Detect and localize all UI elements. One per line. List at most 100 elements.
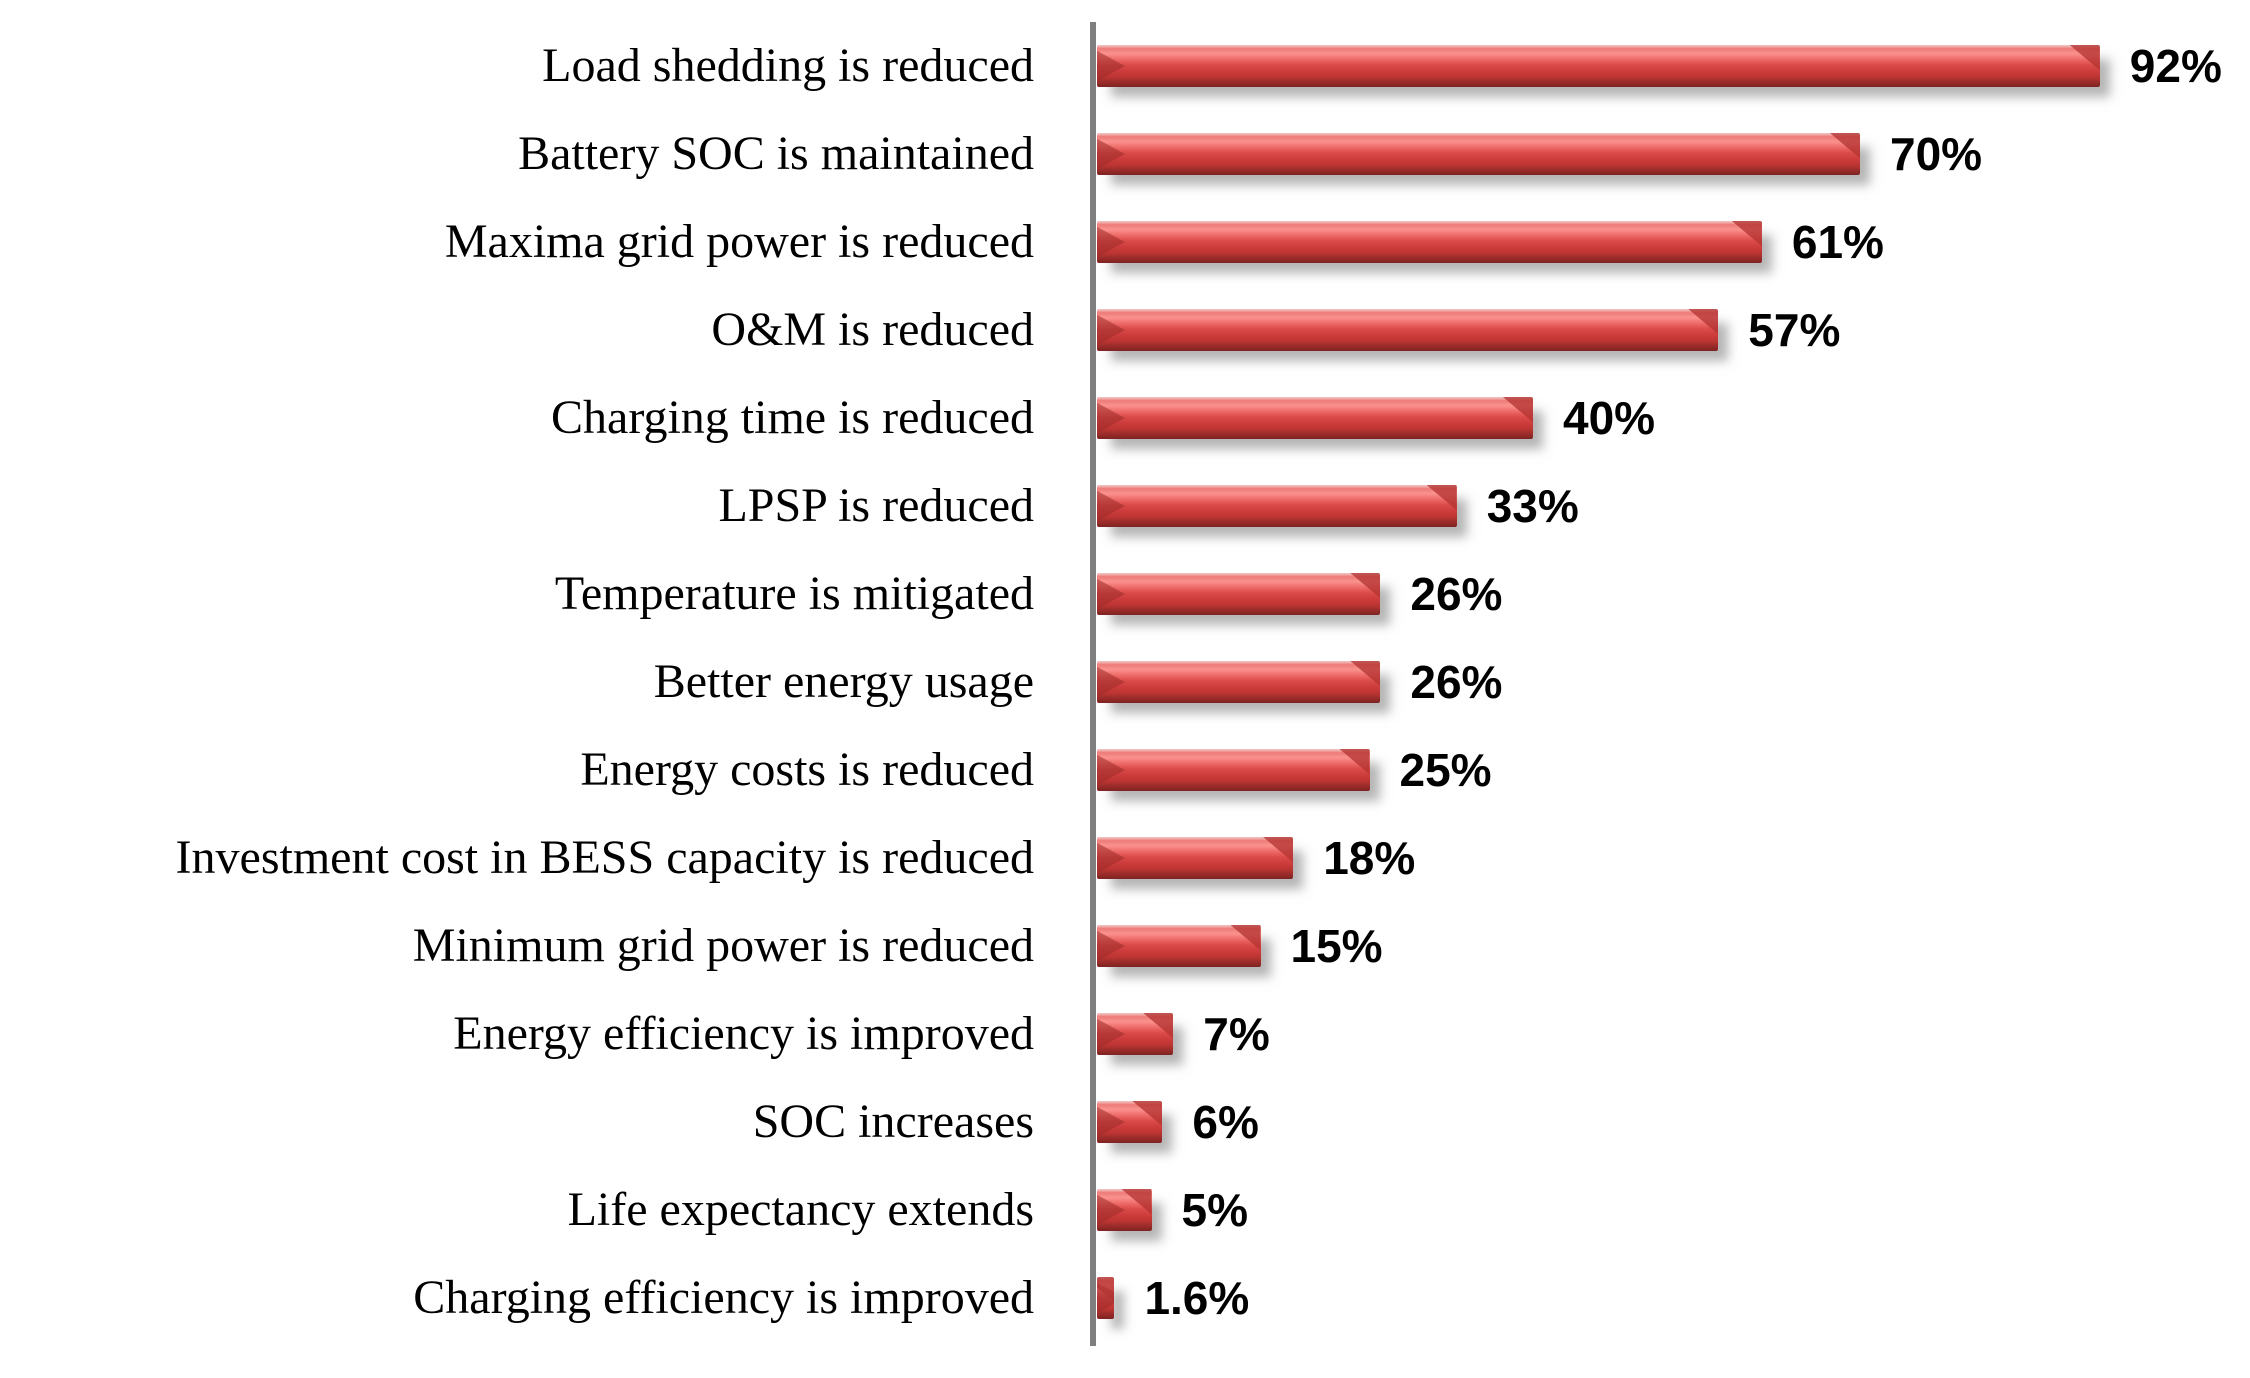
chart-row: Minimum grid power is reduced 15% xyxy=(0,902,2250,990)
bar-left-bevel xyxy=(1097,930,1125,962)
category-label: Battery SOC is maintained xyxy=(518,127,1034,180)
category-label: Minimum grid power is reduced xyxy=(412,919,1034,972)
bar-left-bevel xyxy=(1097,1018,1125,1050)
bar-area: 40% xyxy=(1064,374,1655,462)
value-label: 92% xyxy=(2129,40,2222,92)
category-label: Maxima grid power is reduced xyxy=(444,215,1034,268)
value-label: 15% xyxy=(1290,920,1383,972)
bar xyxy=(1097,1277,1115,1319)
category-label: Charging time is reduced xyxy=(551,391,1034,444)
bar-right-bevel xyxy=(1143,1013,1174,1039)
bar xyxy=(1097,573,1381,615)
bar-left-bevel xyxy=(1097,490,1125,522)
chart-row: Better energy usage 26% xyxy=(0,638,2250,726)
chart-row: Maxima grid power is reduced 61% xyxy=(0,198,2250,286)
value-label: 26% xyxy=(1410,656,1503,708)
bar-left-bevel xyxy=(1097,578,1125,610)
value-label: 25% xyxy=(1399,744,1492,796)
category-label: SOC increases xyxy=(752,1095,1034,1148)
bar-area: 92% xyxy=(1064,22,2222,110)
bar xyxy=(1097,309,1719,351)
value-label: 7% xyxy=(1203,1008,1270,1060)
bar-area: 5% xyxy=(1064,1166,1248,1254)
bar xyxy=(1097,221,1762,263)
category-label: Better energy usage xyxy=(653,655,1034,708)
chart-row: Temperature is mitigated 26% xyxy=(0,550,2250,638)
value-label: 18% xyxy=(1323,832,1416,884)
value-label: 6% xyxy=(1192,1096,1259,1148)
bar-area: 26% xyxy=(1064,638,1502,726)
bar-left-bevel xyxy=(1097,1106,1125,1138)
bar xyxy=(1097,1189,1152,1231)
bar-area: 1.6% xyxy=(1064,1254,1249,1342)
category-label: Temperature is mitigated xyxy=(554,567,1034,620)
chart-row: Charging time is reduced 40% xyxy=(0,374,2250,462)
bar xyxy=(1097,397,1533,439)
bar-left-bevel xyxy=(1097,1194,1125,1226)
bar-area: 70% xyxy=(1064,110,1982,198)
bar-left-bevel xyxy=(1097,402,1125,434)
bar-left-bevel xyxy=(1097,314,1125,346)
chart-row: Battery SOC is maintained 70% xyxy=(0,110,2250,198)
bar xyxy=(1097,837,1294,879)
chart-row: Energy costs is reduced 25% xyxy=(0,726,2250,814)
bar xyxy=(1097,661,1381,703)
value-label: 1.6% xyxy=(1144,1272,1250,1324)
value-label: 40% xyxy=(1563,392,1656,444)
chart-row: Load shedding is reduced 92% xyxy=(0,22,2250,110)
category-label: Investment cost in BESS capacity is redu… xyxy=(175,831,1034,884)
bar xyxy=(1097,1101,1163,1143)
category-label: O&M is reduced xyxy=(711,303,1034,356)
bar-area: 15% xyxy=(1064,902,1383,990)
bar xyxy=(1097,1013,1174,1055)
bar-left-bevel xyxy=(1097,226,1125,258)
chart-row: SOC increases 6% xyxy=(0,1078,2250,1166)
bar-right-bevel xyxy=(1731,221,1762,247)
value-label: 70% xyxy=(1890,128,1983,180)
bar-right-bevel xyxy=(1230,925,1261,951)
bar-area: 61% xyxy=(1064,198,1884,286)
bar-left-bevel xyxy=(1097,50,1125,82)
chart-row: LPSP is reduced 33% xyxy=(0,462,2250,550)
bar xyxy=(1097,133,1860,175)
bar-area: 18% xyxy=(1064,814,1415,902)
category-label: Charging efficiency is improved xyxy=(413,1271,1034,1324)
value-label: 61% xyxy=(1791,216,1884,268)
bar xyxy=(1097,45,2100,87)
category-label: Load shedding is reduced xyxy=(542,39,1034,92)
bar-area: 25% xyxy=(1064,726,1492,814)
category-label: Energy costs is reduced xyxy=(580,743,1034,796)
bar xyxy=(1097,749,1370,791)
value-label: 33% xyxy=(1486,480,1579,532)
bar-left-bevel xyxy=(1097,666,1125,698)
category-label: Life expectancy extends xyxy=(567,1183,1034,1236)
bar-right-bevel xyxy=(1132,1101,1163,1127)
category-label: Energy efficiency is improved xyxy=(453,1007,1034,1060)
chart-rows: Load shedding is reduced 92% Battery SOC i… xyxy=(0,22,2250,1342)
bar-right-bevel xyxy=(2069,45,2100,71)
chart-row: Life expectancy extends 5% xyxy=(0,1166,2250,1254)
chart-row: O&M is reduced 57% xyxy=(0,286,2250,374)
y-axis-line xyxy=(1090,22,1096,1346)
bar-right-bevel xyxy=(1121,1189,1152,1215)
value-label: 26% xyxy=(1410,568,1503,620)
bar-left-bevel xyxy=(1097,842,1125,874)
bar-right-bevel xyxy=(1350,661,1381,687)
bar xyxy=(1097,925,1261,967)
bar-right-bevel xyxy=(1263,837,1294,863)
bar-right-bevel xyxy=(1830,133,1860,159)
chart-row: Energy efficiency is improved 7% xyxy=(0,990,2250,1078)
bar-right-bevel xyxy=(1339,749,1370,775)
bar-right-bevel xyxy=(1688,309,1719,335)
chart-row: Charging efficiency is improved 1.6% xyxy=(0,1254,2250,1342)
bar-right-bevel xyxy=(1426,485,1457,511)
value-label: 5% xyxy=(1181,1184,1248,1236)
bar-left-bevel xyxy=(1097,754,1125,786)
bar-left-bevel xyxy=(1097,138,1125,170)
category-label: LPSP is reduced xyxy=(718,479,1034,532)
value-label: 57% xyxy=(1748,304,1841,356)
bar xyxy=(1097,485,1457,527)
bar-area: 26% xyxy=(1064,550,1502,638)
bar-right-bevel xyxy=(1350,573,1381,599)
